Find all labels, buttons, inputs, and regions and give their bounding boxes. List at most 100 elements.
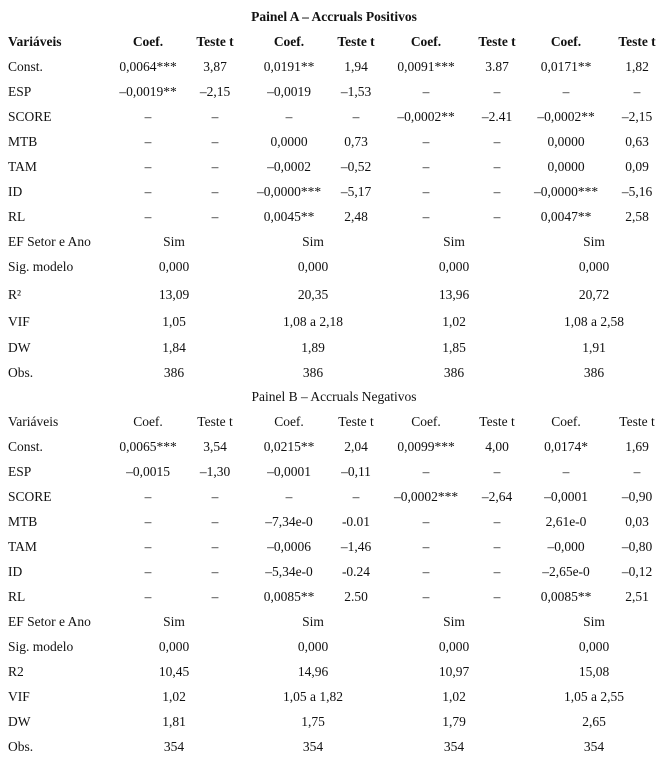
cell: –0,0001 [544,489,588,504]
cell: – [422,84,430,99]
cell: –2,65e-0 [542,564,590,579]
cell: 2.50 [344,589,368,604]
cell: 354 [302,739,324,754]
row-label: DW [8,714,31,729]
cell: 354 [443,739,465,754]
cell: 2,51 [625,589,649,604]
header-cell: Coef. [411,414,441,429]
cell: 1,75 [301,714,325,729]
row-label: EF Setor e Ano [8,614,91,629]
cell: –2,64 [481,489,513,504]
cell: – [422,539,430,554]
cell: 1,85 [442,340,466,355]
cell: –0,0001 [267,464,311,479]
cell: 1,94 [344,59,368,74]
header-cell: Coef. [551,414,581,429]
cell: – [211,109,219,124]
cell: –2,15 [621,109,653,124]
cell: – [493,539,501,554]
cell: 1,81 [162,714,186,729]
cell: – [211,209,219,224]
cell: Sim [583,614,605,629]
cell: – [352,109,360,124]
cell: 20,72 [578,287,610,302]
header-cell: Teste t [479,414,515,429]
cell: – [144,184,152,199]
cell: – [211,134,219,149]
cell: 2,65 [582,714,606,729]
cell: – [493,589,501,604]
cell: 13,09 [158,287,190,302]
cell: 0,73 [344,134,368,149]
cell: 0,63 [625,134,649,149]
cell: –2,15 [199,84,231,99]
row-label: Sig. modelo [8,639,74,654]
cell: 13,96 [438,287,470,302]
cell: – [422,589,430,604]
cell: 0,0045** [263,209,315,224]
row-label: Const. [8,439,43,454]
cell: – [633,84,641,99]
cell: –2.41 [481,109,513,124]
cell: – [422,134,430,149]
cell: 1,69 [625,439,649,454]
row-label: SCORE [8,109,52,124]
row-label: Obs. [8,365,34,380]
row-label: SCORE [8,489,52,504]
cell: 2,04 [344,439,368,454]
cell: –0,0002 [267,159,311,174]
cell: 1,91 [582,340,606,355]
cell: – [633,464,641,479]
cell: 1,89 [301,340,325,355]
cell: – [493,184,501,199]
row-label: RL [8,209,26,224]
cell: 0,0191** [263,59,315,74]
header-cell: Coef. [132,34,164,49]
row-label: R2 [8,664,24,679]
cell: –0,0015 [126,464,170,479]
cell: Sim [583,234,605,249]
cell: –0,11 [341,464,371,479]
cell: 2,58 [625,209,649,224]
cell: 0,0085** [540,589,592,604]
cell: – [211,184,219,199]
cell: 1,05 a 1,82 [283,689,343,704]
cell: 0,000 [158,639,190,654]
row-label: ID [8,184,23,199]
cell: 14,96 [297,664,329,679]
cell: – [493,464,501,479]
cell: 0,0099*** [397,439,455,454]
cell: 0,09 [625,159,649,174]
cell: – [211,564,219,579]
cell: –0,0006 [267,539,311,554]
cell: –0,0002** [397,109,455,124]
cell: 4,00 [485,439,509,454]
header-cell: Teste t [337,34,375,49]
cell: 0,000 [158,259,190,274]
panel-title: Painel B – Accruals Negativos [251,389,417,404]
cell: –0,0019 [267,84,311,99]
cell: – [285,489,293,504]
cell: 1,02 [162,689,186,704]
cell: -0.01 [341,514,371,529]
cell: 386 [163,365,185,380]
cell: 1,79 [442,714,466,729]
cell: – [144,489,152,504]
cell: 3.87 [485,59,509,74]
cell: 2,61e-0 [545,514,587,529]
row-label: ESP [8,464,32,479]
row-label: VIF [8,689,30,704]
row-label: R² [8,287,22,302]
cell: – [211,489,219,504]
cell: – [144,589,152,604]
header-cell: Variáveis [8,414,59,429]
cell: 20,35 [297,287,329,302]
cell: –0,52 [340,159,372,174]
cell: 1,08 a 2,58 [564,314,624,329]
panel-title: Painel A – Accruals Positivos [251,9,417,24]
cell: 0,0064*** [119,59,177,74]
cell: 0,0047** [540,209,592,224]
cell: 1,84 [162,340,186,355]
cell: –0,0000*** [533,184,599,199]
cell: –0,12 [621,564,653,579]
